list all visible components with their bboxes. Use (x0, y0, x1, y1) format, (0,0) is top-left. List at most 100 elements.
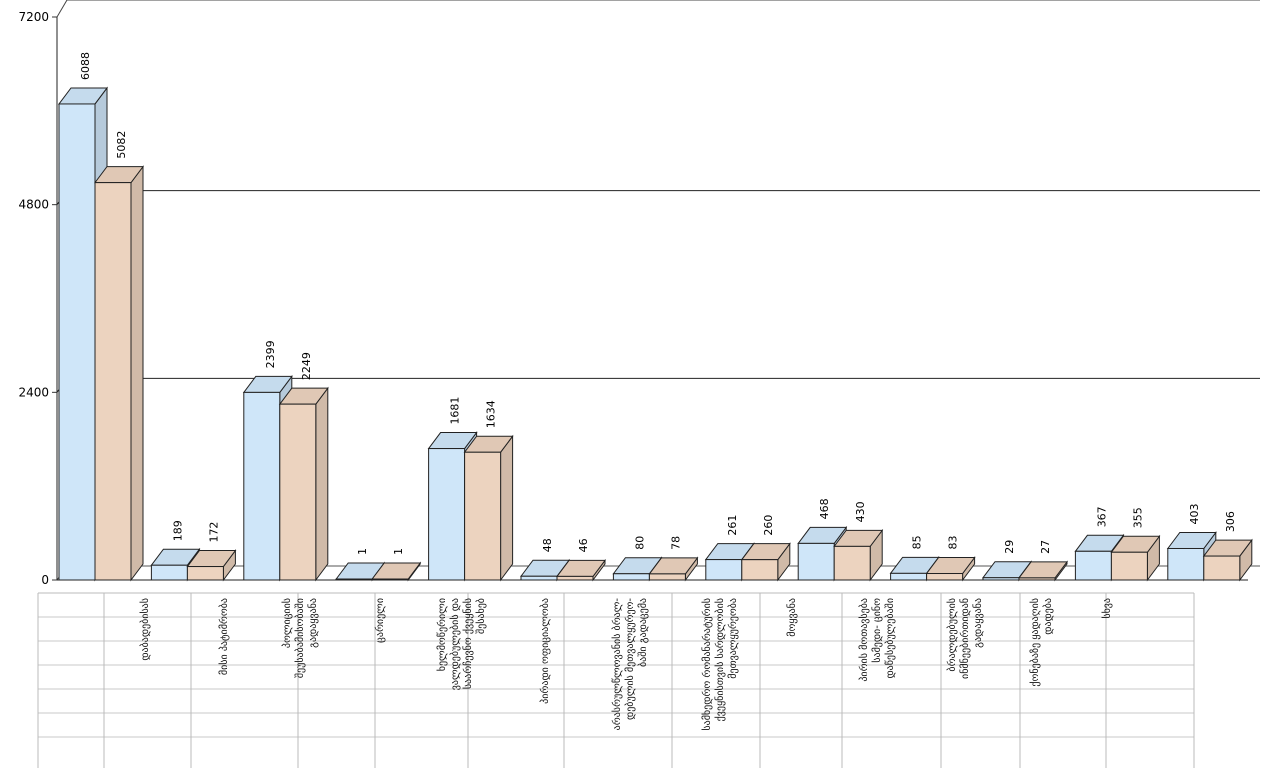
bar-front-face (428, 448, 466, 581)
category-label-0: დაბადებისას (139, 598, 151, 661)
category-label-5: პირადი ოფიციალობა (539, 598, 551, 704)
category-label-7: მეთვალყურეობა (727, 598, 739, 679)
bar-series-2-5 (556, 558, 606, 582)
bar-series-2-10 (1018, 560, 1068, 582)
category-label-8: მოყვანა (786, 598, 798, 637)
category-label-12: სხვა (1101, 598, 1113, 619)
data-label: 85 (911, 535, 924, 549)
data-label: 48 (541, 538, 554, 552)
bar-front-face (890, 572, 928, 581)
category-label-3: ცარიელი (374, 598, 386, 643)
data-label: 29 (1003, 540, 1016, 554)
bar-front-face (741, 559, 779, 581)
bar-front-face (186, 566, 224, 581)
data-label: 172 (207, 522, 220, 543)
bar-front-face (464, 451, 502, 581)
bar-front-face (279, 403, 317, 581)
bar-series-2-8 (833, 528, 884, 582)
category-label-6: დებულის მეთვალყურეო- (624, 598, 636, 720)
bar-series-2-2 (278, 386, 329, 582)
data-label: 5082 (115, 131, 128, 159)
data-label: 80 (633, 536, 646, 550)
data-label: 83 (947, 536, 960, 550)
data-label: 46 (577, 538, 590, 552)
bar-front-face (926, 573, 964, 581)
bar-series-2-9 (925, 556, 976, 582)
data-label: 189 (171, 520, 184, 541)
data-label: 1 (392, 548, 405, 555)
bar-front-face (1167, 547, 1205, 581)
data-label: 355 (1131, 507, 1144, 528)
category-label-1: მისი პატიმრობა (218, 598, 230, 675)
bar-front-face (833, 545, 871, 581)
bar-side-face (315, 386, 329, 582)
data-label: 261 (726, 515, 739, 536)
bar-front-face (1110, 551, 1148, 581)
bar-series-2-4 (463, 434, 514, 582)
bar-front-face (648, 573, 686, 581)
bar-side-face (500, 434, 514, 582)
data-label: 1681 (449, 397, 462, 425)
data-label: 1 (356, 548, 369, 555)
bar-series-2-0 (94, 165, 144, 582)
bar-front-face (243, 391, 281, 581)
bar-side-face (130, 165, 144, 582)
category-label-4: შესახებ (475, 598, 487, 634)
y-tick-label: 0 (41, 573, 49, 587)
data-label: 78 (669, 536, 682, 550)
category-label-10: ბრალდებულის (946, 598, 958, 672)
data-label: 2249 (300, 352, 313, 380)
bar-front-face (520, 575, 558, 581)
category-label-6: არასრულწლოვანის ბრალ- (611, 598, 623, 731)
data-label: 2399 (264, 340, 277, 368)
category-label-9: სამედი- ცინო (871, 598, 883, 663)
chart-axes: 0 2400 4800 7200 (18, 0, 1260, 587)
bar-front-face (612, 573, 650, 581)
category-label-2: პოლიციის (281, 598, 293, 648)
category-label-6: ბაში გადაცემა (637, 598, 649, 667)
data-label: 403 (1188, 503, 1201, 524)
data-label: 306 (1224, 511, 1237, 532)
chart-bars: 6088 5082 189 172 2399 2249 1 1 1681 1634 48 46 80 78… (58, 52, 1253, 582)
bar-front-face (335, 578, 373, 581)
category-label-9: პირის მოთავსება (858, 598, 870, 682)
y-tick-label: 4800 (18, 198, 49, 212)
back-wall-frame (56, 0, 1260, 580)
bar-front-face (94, 182, 132, 581)
category-label-4: ვალდებულების და (449, 598, 461, 690)
bar-front-face (371, 578, 409, 581)
bar-front-face (705, 559, 743, 581)
data-label: 430 (854, 501, 867, 522)
bar-front-face (1018, 577, 1056, 581)
category-label-4: ხელმოწერილი (436, 598, 448, 671)
category-label-7: ქვეყნისთვის სარდლობის (714, 598, 726, 721)
category-label-2: გადაყვანა (307, 598, 319, 648)
bar-front-face (1074, 550, 1112, 581)
data-label: 27 (1039, 540, 1052, 554)
category-table: დაბადებისას მისი პატიმრობა პოლიციის შეუსაბა… (37, 592, 1195, 768)
bar-series-2-1 (186, 549, 237, 582)
data-label: 1634 (485, 400, 498, 428)
bar-series-2-7 (740, 542, 791, 582)
data-label: 6088 (79, 52, 92, 80)
bar-series-2-12 (1202, 538, 1253, 582)
category-label-11: დადება (1042, 598, 1054, 635)
data-label: 468 (818, 498, 831, 519)
data-label: 367 (1095, 506, 1108, 527)
bar-front-face (556, 575, 594, 581)
y-tick-label: 7200 (18, 10, 49, 24)
bar-front-face (797, 542, 835, 581)
y-tick-label: 2400 (18, 385, 49, 399)
bar-front-face (1203, 555, 1241, 581)
category-label-4: საარჩევნო ქვეყნის (462, 598, 474, 689)
bar-series-2-6 (648, 556, 699, 582)
bar-front-face (150, 564, 188, 581)
category-label-11: ქონებაზე ყადაღის (1029, 598, 1041, 687)
bar-series-2-11 (1110, 534, 1161, 582)
bar-front-face (982, 577, 1020, 581)
category-label-10: გადაყვანა (972, 598, 984, 648)
bar-series-2-3 (371, 561, 422, 582)
bar-front-face (58, 103, 96, 581)
data-label: 260 (762, 515, 775, 536)
